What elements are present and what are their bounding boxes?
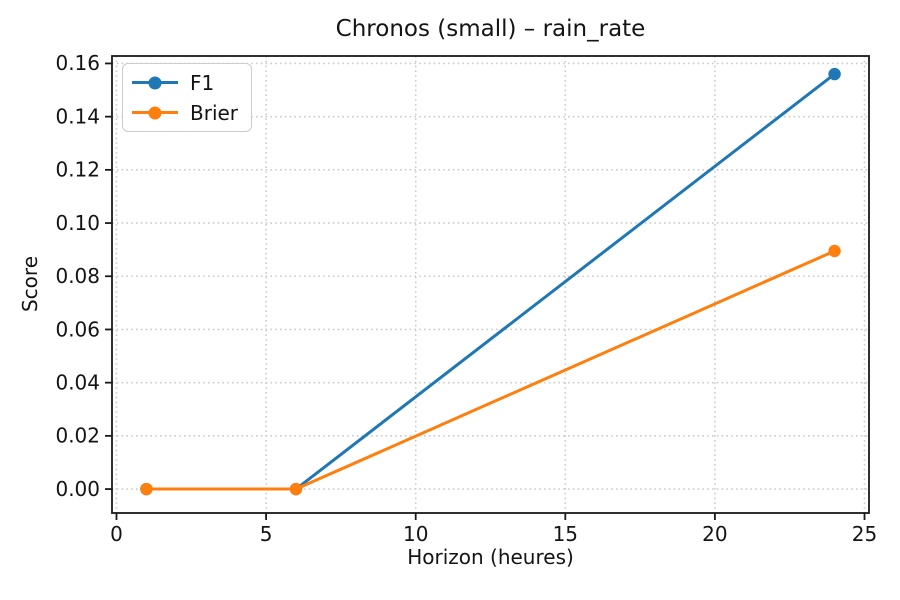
x-tick-label: 5 [260, 522, 273, 546]
x-tick-label: 20 [702, 522, 727, 546]
y-tick-label: 0.14 [55, 104, 100, 128]
legend-label: F1 [190, 70, 215, 95]
chart-title: Chronos (small) – rain_rate [335, 16, 646, 42]
circle-marker-icon [148, 76, 162, 89]
x-tick-label: 15 [553, 522, 578, 546]
series-line [144, 72, 837, 491]
x-tick-label: 0 [110, 522, 123, 546]
circle-marker-icon [148, 106, 162, 119]
data-point-marker [289, 482, 303, 496]
legend-line-sample [132, 106, 178, 119]
series-line [144, 249, 837, 491]
axes-spines [111, 55, 870, 514]
x-tick-label: 10 [403, 522, 428, 546]
legend-item-f1: F1 [132, 70, 238, 95]
legend-item-brier: Brier [132, 100, 238, 125]
legend-label: Brier [190, 100, 239, 125]
x-axis-label: Horizon (heures) [407, 545, 574, 569]
data-point-marker [828, 244, 841, 258]
data-point-marker [828, 67, 841, 81]
y-tick-label: 0.06 [55, 317, 100, 341]
y-tick-label: 0.10 [55, 211, 100, 235]
y-tick-label: 0.00 [55, 477, 100, 501]
y-tick-label: 0.16 [55, 51, 100, 75]
y-axis-label: Score [18, 255, 42, 313]
x-tick-label: 25 [852, 522, 877, 546]
y-tick-label: 0.12 [55, 158, 100, 182]
y-tick-label: 0.08 [55, 264, 100, 288]
legend: F1 Brier [122, 63, 253, 132]
y-tick-label: 0.04 [55, 370, 100, 394]
legend-line-sample [132, 76, 178, 89]
data-point-marker [140, 482, 153, 496]
y-tick-label: 0.02 [55, 424, 100, 448]
